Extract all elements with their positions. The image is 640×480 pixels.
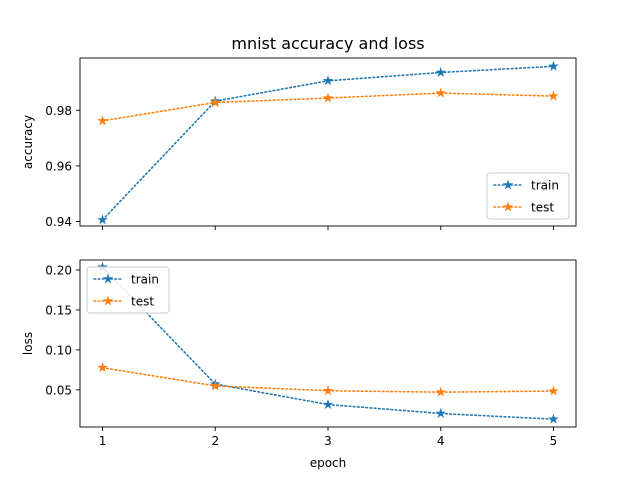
loss-panel: 1 2 3 4 5 0.05 0.10 0.15 0.20 loss epoch train test xyxy=(21,259,577,470)
data-point-train xyxy=(548,60,559,71)
x-axis-label: epoch xyxy=(310,456,347,470)
series-line-train xyxy=(101,266,555,420)
data-point-train xyxy=(322,75,334,86)
legend-marker-train xyxy=(502,179,514,190)
legend-marker-train xyxy=(102,273,114,284)
y-axis-label: loss xyxy=(21,332,35,355)
data-point-train xyxy=(322,398,334,410)
legend-label-test: test xyxy=(531,201,554,215)
data-point-train xyxy=(97,214,108,225)
x-tick-label: 5 xyxy=(550,434,558,448)
data-point-train xyxy=(548,413,559,424)
data-point-train xyxy=(435,407,447,419)
y-tick-label: 0.98 xyxy=(45,104,72,118)
y-tick-label: 0.05 xyxy=(45,383,72,397)
legend-label-train: train xyxy=(531,179,559,193)
legend: train test xyxy=(86,266,170,314)
y-tick-label: 0.20 xyxy=(45,263,72,277)
data-point-test xyxy=(97,115,108,126)
y-axis-label: accuracy xyxy=(21,115,35,169)
legend-label-test: test xyxy=(131,295,154,309)
data-point-test xyxy=(435,87,447,98)
data-point-test xyxy=(209,96,221,108)
data-point-test xyxy=(322,92,334,103)
data-point-test xyxy=(548,385,559,396)
legend-marker-test xyxy=(502,201,514,212)
legend-label-train: train xyxy=(131,273,159,287)
data-point-test xyxy=(322,385,334,396)
y-tick-label: 0.94 xyxy=(45,215,72,229)
series-line-train xyxy=(101,65,555,221)
data-point-train xyxy=(435,66,447,77)
data-point-test xyxy=(548,90,559,101)
x-tick-label: 2 xyxy=(211,434,219,448)
x-tick-label: 1 xyxy=(99,434,107,448)
x-tick-label: 3 xyxy=(324,434,332,448)
series-group xyxy=(97,261,559,424)
x-tick-label: 4 xyxy=(437,434,445,448)
accuracy-panel: mnist accuracy and loss 0.94 0.96 0.98 accur… xyxy=(21,34,577,230)
legend-marker-test xyxy=(102,295,114,306)
data-point-test xyxy=(435,386,447,397)
series-group xyxy=(97,60,559,225)
y-tick-label: 0.10 xyxy=(45,343,72,357)
data-point-test xyxy=(97,362,108,373)
data-point-test xyxy=(209,380,221,391)
chart-title: mnist accuracy and loss xyxy=(231,34,424,53)
y-tick-label: 0.15 xyxy=(45,303,72,317)
legend: train test xyxy=(486,172,570,220)
y-tick-label: 0.96 xyxy=(45,159,72,173)
